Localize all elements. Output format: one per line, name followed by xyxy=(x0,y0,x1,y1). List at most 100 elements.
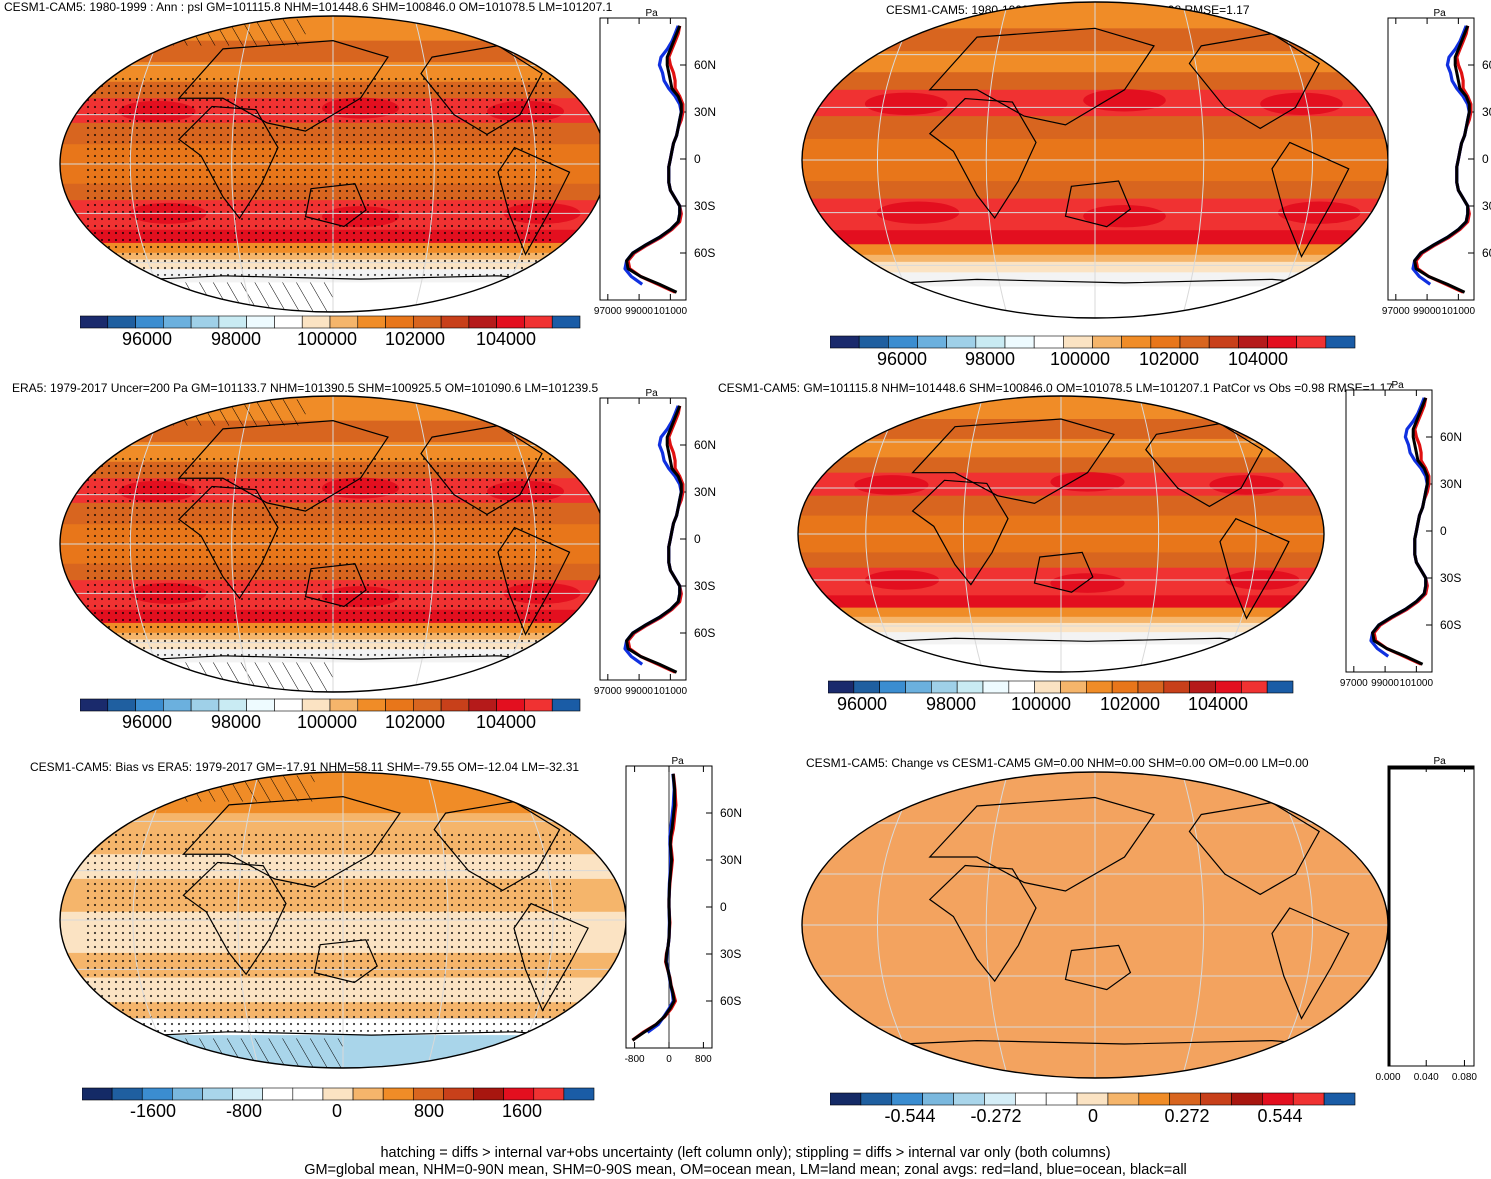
colorbar-label: 0.544 xyxy=(1257,1106,1303,1126)
colorbar-swatch xyxy=(292,1087,324,1101)
colorbar-swatch xyxy=(1008,680,1035,694)
longitude-gridline xyxy=(494,16,537,312)
zonal-x-tick-label: 97000 xyxy=(1340,678,1368,689)
colorbar-swatch xyxy=(1034,680,1061,694)
zonal-line-all xyxy=(631,773,677,1042)
eurasia-outline xyxy=(182,796,401,888)
zonal-x-tick-label: -800 xyxy=(625,1054,645,1065)
colorbar-swatch xyxy=(163,698,192,712)
high-pressure-cell xyxy=(1050,573,1125,593)
zonal-plot-change: 0.000 0.040 0.080 Pa xyxy=(1375,756,1491,1094)
longitude-gridline xyxy=(426,772,449,1068)
colorbar-swatch xyxy=(1045,1092,1078,1106)
colorbar-swatch xyxy=(551,315,581,329)
africa-outline xyxy=(178,485,279,600)
latitude-tick-label: 60S xyxy=(1482,246,1491,260)
australia-outline xyxy=(313,939,378,984)
zonal-x-tick-label: 101000 xyxy=(654,686,688,697)
colorbar-swatch xyxy=(496,315,525,329)
latitude-tick-label: 30S xyxy=(1482,199,1491,213)
map-model-vs-obs xyxy=(800,0,1390,320)
colorbar-swatch xyxy=(953,1092,985,1106)
colorbar-swatch xyxy=(1121,335,1152,349)
colorbar-swatch xyxy=(524,315,553,329)
colorbar-swatch xyxy=(357,698,386,712)
colorbar-swatch xyxy=(1231,1092,1263,1106)
colorbar-label: 98000 xyxy=(210,712,262,732)
longitude-gridline xyxy=(877,2,922,318)
zonal-frame xyxy=(599,17,687,301)
colorbar-swatch xyxy=(1215,680,1242,694)
colorbar-swatch xyxy=(1138,1092,1171,1106)
longitude-gridline xyxy=(231,16,253,312)
colorbar-swatch xyxy=(79,315,109,329)
colorbar-swatch xyxy=(385,315,414,329)
colorbar-label: 98000 xyxy=(210,329,262,349)
colorbar-swatch xyxy=(879,680,906,694)
colorbar-swatch xyxy=(274,698,303,712)
high-pressure-cell xyxy=(1209,475,1284,495)
longitude-gridline xyxy=(962,396,984,672)
colorbar-swatch xyxy=(301,698,331,712)
colorbar-swatch xyxy=(1150,335,1181,349)
latitude-tick-label: 60N xyxy=(720,806,742,820)
colorbar-swatch xyxy=(1266,680,1294,694)
colorbar-label: -0.272 xyxy=(970,1106,1022,1126)
hatching xyxy=(172,775,315,802)
colorbar-swatch xyxy=(1208,335,1239,349)
colorbar-swatch xyxy=(1169,1092,1201,1106)
colorbar-swatch xyxy=(246,698,275,712)
high-pressure-cell xyxy=(854,475,929,495)
panel-title-model: CESM1-CAM5: 1980-1999 : Ann : psl GM=101… xyxy=(4,0,613,14)
colorbar-label: 96000 xyxy=(121,712,173,732)
colorbar-model-repeat xyxy=(827,680,1295,699)
footer-note-legend: GM=global mean, NHM=0-90N mean, SHM=0-90… xyxy=(304,1162,1187,1178)
panel-title-obs: ERA5: 1979-2017 Uncer=200 Pa GM=101133.7… xyxy=(12,381,599,395)
colorbar-label: -1600 xyxy=(129,1101,177,1121)
high-pressure-cell xyxy=(1050,472,1125,492)
colorbar-label: 100000 xyxy=(1010,694,1072,714)
africa-outline xyxy=(928,864,1037,983)
longitude-gridline xyxy=(413,396,435,692)
africa-outline xyxy=(178,105,279,220)
north-america-outline xyxy=(420,424,543,516)
colorbar-swatch xyxy=(413,698,442,712)
longitude-gridline xyxy=(129,16,172,312)
colorbar-swatch xyxy=(1004,335,1035,349)
latitude-tick-label: 30N xyxy=(1440,477,1462,491)
colorbar-swatch xyxy=(111,1087,143,1101)
eurasia-outline xyxy=(928,27,1155,126)
colorbar-swatch xyxy=(163,315,192,329)
colorbar-swatch xyxy=(1241,680,1268,694)
latitude-tick-label: 30N xyxy=(694,105,716,119)
colorbar-label: -0.544 xyxy=(884,1106,936,1126)
zonal-line-all xyxy=(625,405,683,674)
longitude-gridline xyxy=(132,772,176,1068)
latitude-tick-label: 60S xyxy=(694,626,715,640)
colorbar-label: -800 xyxy=(225,1101,263,1121)
latitude-tick-label: 0 xyxy=(694,532,701,546)
north-america-outline xyxy=(1188,801,1321,896)
colorbar-label: 104000 xyxy=(475,712,537,732)
colorbar-label: 0 xyxy=(331,1101,343,1121)
zonal-x-tick-label: 0.040 xyxy=(1414,1072,1439,1083)
map-outline xyxy=(797,395,1325,673)
colorbar-swatch xyxy=(81,1087,113,1101)
colorbar-label: 96000 xyxy=(876,349,928,369)
colorbar-label: 98000 xyxy=(964,349,1016,369)
colorbar-swatch xyxy=(262,1087,294,1101)
colorbar-swatch xyxy=(1262,1092,1294,1106)
colorbar-label: 102000 xyxy=(1138,349,1200,369)
colorbar-model-vs-obs xyxy=(829,335,1357,354)
colorbar-swatch xyxy=(141,1087,173,1101)
australia-outline xyxy=(304,563,367,608)
zonal-line-all xyxy=(625,25,683,294)
zonal-frame xyxy=(599,397,687,681)
colorbar-swatch xyxy=(385,698,414,712)
colorbar-swatch xyxy=(107,315,136,329)
zonal-units-label: Pa xyxy=(1391,380,1404,391)
latitude-tick-label: 0 xyxy=(694,152,701,166)
longitude-gridline xyxy=(1138,396,1160,672)
colorbar-swatch xyxy=(135,698,164,712)
colorbar-label: 1600 xyxy=(501,1101,543,1121)
